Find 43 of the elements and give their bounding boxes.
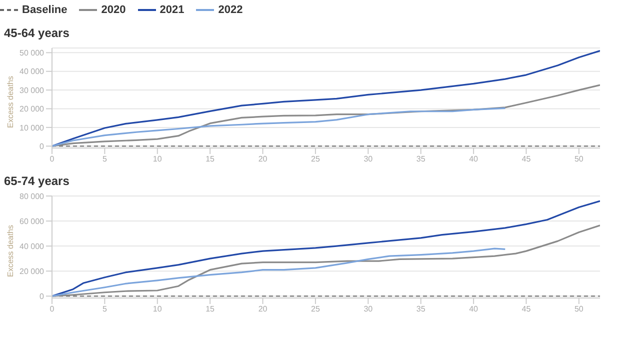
- x-tick-label: 40: [469, 304, 479, 314]
- x-tick-label: 30: [364, 304, 374, 314]
- y-tick-label: 10 000: [20, 123, 45, 132]
- y-axis-title: Excess deaths: [6, 76, 15, 128]
- x-tick-label: 0: [50, 154, 55, 164]
- y-tick-label: 0: [40, 142, 45, 151]
- y-tick-label: 40 000: [20, 67, 45, 76]
- x-tick-label: 0: [50, 304, 55, 314]
- y-tick-label: 0: [40, 292, 45, 301]
- legend-label: Baseline: [21, 4, 68, 16]
- legend-label: 2022: [217, 4, 243, 16]
- y-tick-label: 60 000: [20, 216, 45, 226]
- x-tick-label: 5: [102, 154, 108, 164]
- y-tick-label: 30 000: [20, 86, 45, 95]
- x-tick-label: 5: [102, 304, 108, 314]
- x-tick-label: 20: [258, 304, 268, 314]
- line-series: [52, 107, 506, 147]
- x-tick-label: 15: [206, 154, 216, 164]
- x-tick-label: 25: [311, 304, 320, 314]
- line-series: [52, 248, 506, 297]
- x-tick-label: 50: [574, 304, 584, 314]
- x-tick-label: 45: [522, 304, 532, 314]
- x-tick-label: 15: [206, 304, 216, 314]
- legend-label: 2020: [100, 4, 126, 16]
- x-tick-label: 30: [364, 154, 374, 164]
- x-tick-label: 10: [152, 154, 162, 164]
- y-tick-label: 50 000: [20, 48, 45, 58]
- x-tick-label: 50: [574, 154, 584, 164]
- x-tick-label: 35: [416, 154, 426, 164]
- x-tick-label: 10: [152, 304, 162, 314]
- legend-label: 2021: [158, 4, 184, 16]
- y-tick-label: 80 000: [20, 192, 45, 201]
- x-tick-label: 35: [416, 304, 426, 314]
- y-tick-label: 40 000: [20, 242, 45, 251]
- x-tick-label: 45: [522, 154, 532, 164]
- y-tick-label: 20 000: [20, 104, 45, 114]
- y-axis-title: Excess deaths: [6, 224, 15, 277]
- chart-title: 65-74 years: [4, 174, 70, 188]
- x-tick-label: 40: [469, 154, 479, 164]
- x-tick-label: 25: [311, 154, 320, 164]
- y-tick-label: 20 000: [20, 266, 45, 276]
- chart-title: 45-64 years: [4, 26, 70, 40]
- x-tick-label: 20: [258, 154, 268, 164]
